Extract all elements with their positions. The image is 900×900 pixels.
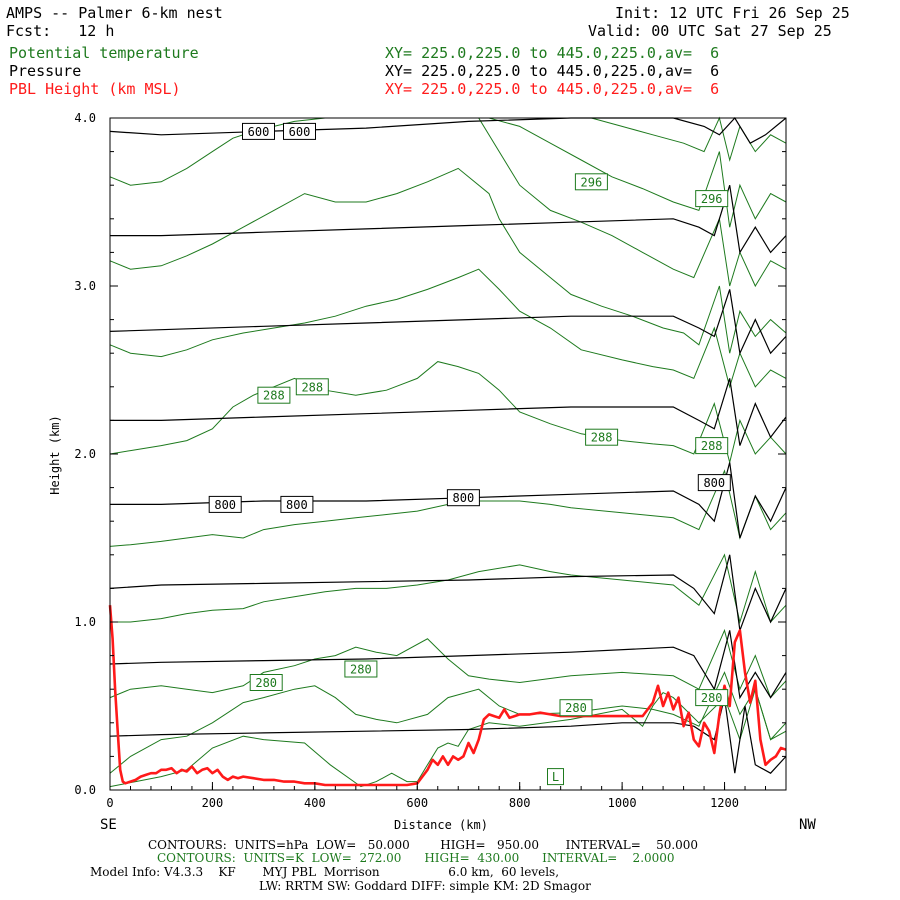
forecast-hour: Fcst: 12 h bbox=[6, 22, 115, 40]
field-pressure-xy: XY= 225.0,225.0 to 445.0,225.0,av= 6 bbox=[385, 62, 720, 80]
contour-label-box bbox=[257, 386, 291, 404]
contour-label-box bbox=[208, 495, 242, 513]
contour-label: 800 bbox=[703, 476, 725, 490]
footer-pressure-contours: CONTOURS: UNITS=hPa LOW= 50.000 HIGH= 95… bbox=[148, 838, 699, 852]
contour-label-box bbox=[547, 768, 564, 786]
y-tick-label: 4.0 bbox=[74, 111, 96, 125]
contour-label-box bbox=[249, 674, 283, 691]
theta-contour-296 bbox=[488, 117, 787, 228]
x-tick-label: 1000 bbox=[608, 796, 637, 810]
pbl-height-series bbox=[108, 605, 787, 787]
valid-time: Valid: 00 UTC Sat 27 Sep 25 bbox=[588, 22, 832, 40]
axes: 0.0 1.0 2.0 3.0 4.0 0 200 400 600 800 1000 1200 bbox=[74, 111, 787, 810]
title: AMPS -- Palmer 6-km nest bbox=[6, 4, 223, 22]
contour-label: 288 bbox=[701, 439, 723, 453]
contour-label: 288 bbox=[591, 431, 613, 445]
contour-label-box bbox=[695, 190, 729, 208]
contour-label: 296 bbox=[581, 175, 603, 189]
footer-theta-contours: CONTOURS: UNITS=K LOW= 272.00 HIGH= 430.… bbox=[157, 851, 675, 865]
x-tick-label: 600 bbox=[406, 796, 428, 810]
init-time: Init: 12 UTC Fri 26 Sep 25 bbox=[615, 4, 850, 22]
contour-label-box bbox=[585, 428, 619, 446]
contour-label-box bbox=[283, 122, 316, 140]
x-axis-label: Distance (km) bbox=[394, 818, 488, 832]
pbl-height-line bbox=[108, 605, 787, 787]
footer-physics: LW: RRTM SW: Goddard DIFF: simple KM: 2D… bbox=[259, 879, 591, 893]
x-tick-label: 200 bbox=[202, 796, 224, 810]
contour-label-box bbox=[344, 660, 378, 678]
pressure-contour-600 bbox=[109, 117, 787, 145]
contour-label: 600 bbox=[289, 125, 311, 139]
contour-label-box bbox=[242, 122, 275, 140]
theta-contour-282 bbox=[109, 628, 787, 699]
y-axis-label: Height (km) bbox=[48, 415, 62, 494]
theta-contours bbox=[109, 116, 787, 788]
theta-contour-292 bbox=[109, 167, 787, 354]
x-axis-right-end: NW bbox=[799, 817, 816, 833]
pressure-contour-850 bbox=[109, 554, 787, 631]
y-tick-label: 1.0 bbox=[74, 615, 96, 629]
theta-contour-284 bbox=[110, 553, 787, 624]
x-tick-label: 800 bbox=[509, 796, 531, 810]
contour-label-box bbox=[695, 689, 729, 707]
contour-label: 800 bbox=[453, 491, 475, 505]
x-axis-left-end: SE bbox=[100, 817, 117, 833]
pressure-contour-700 bbox=[109, 289, 787, 356]
theta-contour-290 bbox=[109, 268, 787, 389]
contour-label: 800 bbox=[214, 498, 236, 512]
y-tick-label: 3.0 bbox=[74, 279, 96, 293]
field-pressure-name: Pressure bbox=[9, 62, 82, 80]
contour-label-box bbox=[697, 474, 731, 492]
y-tick-label: 2.0 bbox=[74, 447, 96, 461]
field-theta-xy: XY= 225.0,225.0 to 445.0,225.0,av= 6 bbox=[385, 44, 720, 62]
contour-label: 280 bbox=[701, 691, 723, 705]
contour-label: 280 bbox=[565, 701, 587, 715]
contour-label-box bbox=[695, 437, 729, 455]
contour-labels: 600 600 800 800 800 800 296 296 288 288 288 288 280 2… bbox=[208, 122, 731, 786]
contour-label: 280 bbox=[255, 676, 277, 690]
pressure-contour-900 bbox=[109, 630, 787, 700]
contour-label-box bbox=[446, 489, 480, 507]
contour-label-box bbox=[574, 173, 608, 191]
pressure-contours bbox=[109, 117, 787, 774]
contour-label: 288 bbox=[263, 389, 285, 403]
contour-label: 280 bbox=[350, 663, 372, 677]
field-theta-name: Potential temperature bbox=[9, 44, 199, 62]
contour-label-box bbox=[295, 378, 329, 396]
pressure-contour-750 bbox=[110, 378, 787, 446]
contour-label: 296 bbox=[701, 192, 723, 206]
contour-label: 600 bbox=[248, 125, 270, 139]
theta-contour-288 bbox=[109, 361, 787, 463]
x-tick-label: 400 bbox=[304, 796, 326, 810]
contour-label: 800 bbox=[286, 498, 308, 512]
contour-label-box bbox=[280, 495, 314, 513]
x-tick-label: 1200 bbox=[710, 796, 739, 810]
contour-label-box bbox=[559, 699, 593, 717]
pressure-contour-650 bbox=[110, 185, 787, 255]
footer-model-info: Model Info: V4.3.3 KF MYJ PBL Morrison 6… bbox=[90, 865, 560, 879]
x-tick-label: 0 bbox=[106, 796, 113, 810]
contour-label: L bbox=[552, 770, 559, 784]
contour-label: 288 bbox=[301, 380, 323, 394]
field-pbl-xy: XY= 225.0,225.0 to 445.0,225.0,av= 6 bbox=[385, 80, 720, 98]
field-pbl-name: PBL Height (km MSL) bbox=[9, 80, 181, 98]
theta-contour-278 bbox=[109, 687, 787, 788]
y-tick-label: 0.0 bbox=[74, 783, 96, 797]
plot-frame bbox=[109, 117, 787, 791]
